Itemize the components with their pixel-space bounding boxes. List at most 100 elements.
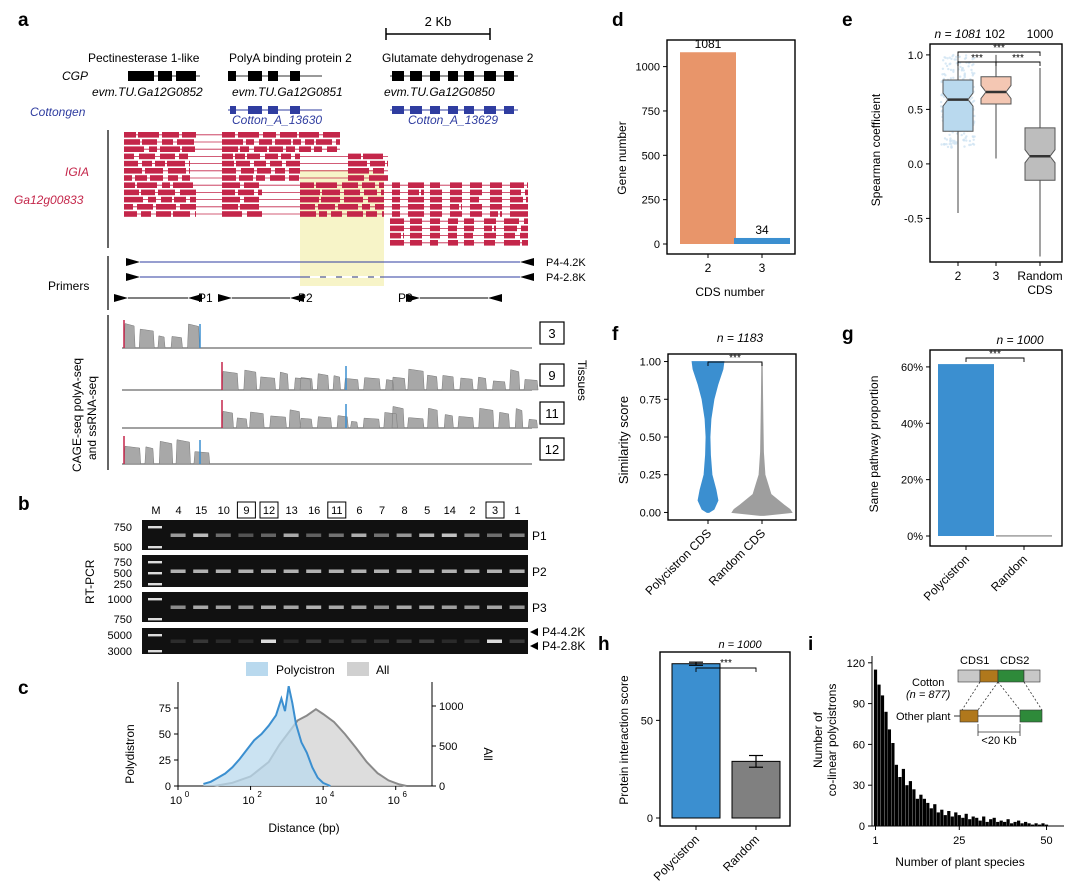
cgp-exon [228,71,236,81]
isoform-exon [430,232,440,239]
jitter-point [944,56,947,59]
isoform-exon [158,189,175,196]
lane-label: 15 [195,505,207,517]
legend-polycistron: Polycistron [276,663,335,677]
isoform-exon [148,196,156,203]
isoform-exon [182,175,190,181]
isoform-exon [258,189,262,196]
gene-name-2: PolyA binding protein 2 [229,51,352,65]
tracks-label-line2: and ssRNA-seq [85,376,99,460]
box-0 [942,79,974,132]
isoform-exon [338,204,358,210]
gel-band [283,639,299,643]
gel-band [464,569,480,573]
isoform-exon [392,204,400,210]
isoform-exon [366,211,377,217]
isoform-exon [370,160,385,167]
hist-bar [968,819,972,826]
isoform-exon [504,225,517,232]
hist-bar [982,816,986,826]
isoform-exon [263,132,276,138]
tissue-box [539,437,565,461]
isoform-exon [470,189,482,196]
jitter-point [943,143,946,146]
isoform-exon [450,182,462,188]
isoform-exon [470,211,482,217]
isoform-exon [430,189,442,196]
x-tick-label: Random [720,832,762,874]
isoform-exon [408,189,419,196]
lane-label: 5 [424,505,430,517]
isoform-exon [240,204,259,210]
gel-primer-label: P4-2.8K [542,639,585,653]
isoform-exon [344,189,360,196]
gel-band [261,569,276,573]
panel-a: a 2 Kb Pectinesterase 1-like PolyA bindi… [14,10,589,472]
isoform-exon [173,211,190,217]
cgp-id-3: evm.TU.Ga12G0850 [384,85,495,99]
cottongen-id-2: Cotton_A_13629 [408,113,498,127]
jitter-point [950,142,953,146]
isoform-exon [504,218,519,224]
jitter-point [959,65,962,69]
isoform-exon [275,139,291,145]
hist-bar [908,781,913,826]
jitter-point [960,133,963,137]
hist-bar [1027,823,1031,826]
jitter-point [941,73,944,76]
isoform-exon [222,182,240,188]
sig-stars: *** [720,658,732,669]
ladder-band [148,546,162,549]
bar-3 [734,237,790,244]
isoform-exon [270,160,282,167]
jitter-point [940,143,943,146]
gel-primer-label: P2 [532,565,547,579]
jitter-point [963,75,966,79]
y-tick-label: 20% [901,475,923,487]
lane-label: 6 [356,505,362,517]
isoform-exon [168,168,186,174]
panel-h: h n = 1000 Polycistron Random *** 0 50 Prote… [598,634,791,884]
primer-arrowhead [520,258,534,266]
jitter-point [965,135,968,138]
gel-band [215,605,231,609]
isoform-exon [124,211,137,217]
rt-pcr-gel: M 4 15 10 9 12 13 16 11 6 7 8 5 14 2 3 1750500P175050025… [108,501,585,658]
isoform-exon [254,146,267,152]
isoform-exon [448,225,457,232]
primer-arrowhead [188,294,202,302]
violin-random [731,362,793,516]
c-xlabel: Distance (bp) [268,821,339,835]
coverage-area [122,368,539,391]
jitter-point [951,55,954,58]
isoform-exon [236,160,250,167]
gel-band [170,605,186,609]
jitter-point [943,137,947,140]
gel-band [351,533,367,537]
isoform-exon [222,168,236,174]
panel-d: d 1081 2 34 3 0 250 500 750 1000 Gene number CDS… [612,10,796,299]
cottongen-exon [248,106,262,114]
igia-label: IGIA [65,165,89,179]
panel-label-g: g [842,324,854,345]
isoform-exon [490,204,502,210]
isoform-exon [500,211,502,217]
y-tick-label-left: 0 [165,781,171,793]
box-1 [980,76,1012,105]
tissue-number: 3 [548,326,555,341]
gel-band [215,569,231,573]
panel-f: f n = 1183 *** 0.00 0.25 0.50 0.75 1.00 Polyci… [612,324,797,598]
hist-bar [1010,823,1014,826]
series-area-Polycistron [203,686,331,786]
gel-band [351,605,367,609]
isoform-exon [525,189,528,196]
gel-band [464,639,480,643]
cgp-id-2: evm.TU.Ga12G0851 [232,85,343,99]
hist-bar [901,768,906,826]
gel-band [215,639,231,643]
jitter-point [952,70,955,74]
y-tick-label: 0.0 [908,159,923,171]
isoform-exon [182,146,195,152]
sig-bracket [965,357,1025,362]
gel-band [238,605,254,609]
